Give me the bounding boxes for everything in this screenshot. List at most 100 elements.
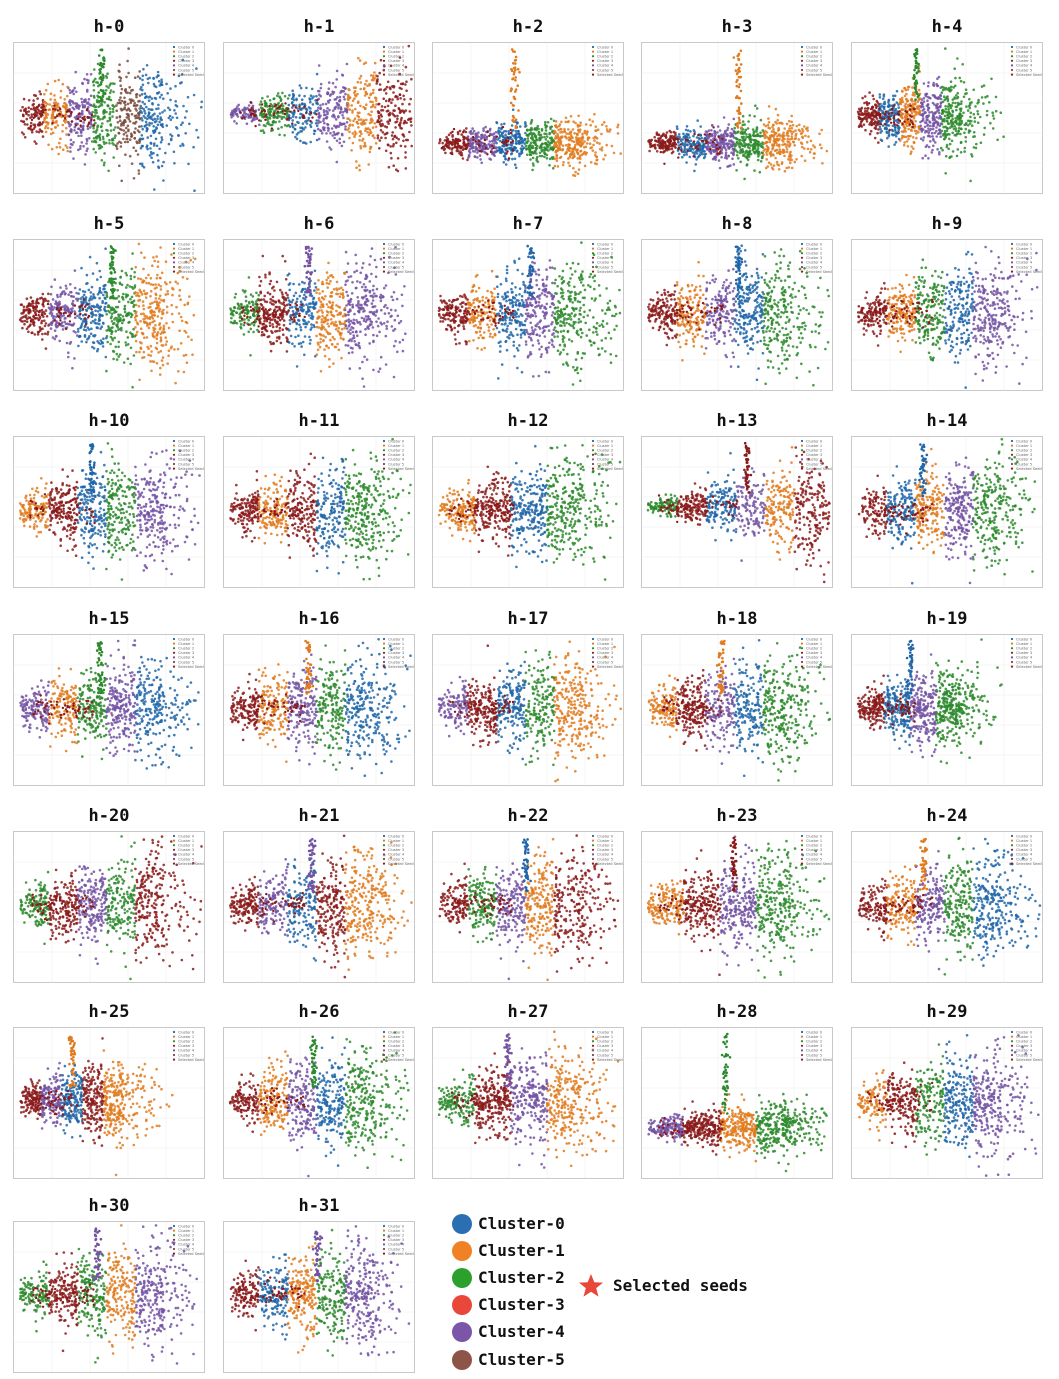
point-cluster-3 <box>863 95 867 98</box>
point-cluster-0 <box>497 126 501 130</box>
seed-point <box>888 128 891 132</box>
point-cluster-0 <box>897 103 900 106</box>
point-cluster-2 <box>106 119 109 123</box>
point-cluster-4 <box>732 147 735 151</box>
point-cluster-1 <box>553 157 557 161</box>
point-cluster-4 <box>69 150 72 153</box>
point-cluster-3 <box>872 118 875 121</box>
seed-point <box>903 120 906 124</box>
point-cluster-3 <box>381 124 384 127</box>
point-cluster-1 <box>346 128 349 132</box>
point-cluster-4 <box>709 141 713 145</box>
point-cluster-0 <box>141 164 144 168</box>
point-cluster-4 <box>935 116 938 119</box>
point-cluster-2 <box>742 144 746 148</box>
point-cluster-1 <box>825 149 829 153</box>
point-cluster-4 <box>492 144 496 148</box>
point-cluster-4 <box>927 106 930 109</box>
point-cluster-2 <box>972 131 976 134</box>
seed-point <box>241 117 244 120</box>
inner-legend-marker <box>800 59 804 62</box>
point-cluster-5 <box>126 59 129 63</box>
point-cluster-1 <box>579 145 583 148</box>
seed-point <box>893 114 896 118</box>
point-cluster-2 <box>951 98 955 101</box>
inner-legend-marker <box>172 59 176 62</box>
point-cluster-2 <box>540 127 544 131</box>
point-cluster-3 <box>875 117 879 120</box>
point-cluster-1 <box>59 96 62 99</box>
point-cluster-3 <box>405 80 408 83</box>
point-cluster-4 <box>328 146 331 149</box>
point-cluster-2 <box>96 124 100 127</box>
point-cluster-1 <box>574 170 577 174</box>
point-cluster-2 <box>91 80 95 84</box>
point-cluster-1 <box>605 143 608 147</box>
point-cluster-1 <box>359 87 362 91</box>
point-cluster-2 <box>962 111 965 115</box>
point-cluster-1 <box>788 144 792 147</box>
point-cluster-0 <box>158 120 161 124</box>
point-cluster-2 <box>101 135 105 139</box>
point-cluster-1 <box>51 131 55 135</box>
seed-point <box>697 134 700 137</box>
inner-legend-marker <box>172 73 176 76</box>
point-cluster-2 <box>758 170 762 174</box>
point-cluster-0 <box>702 156 706 160</box>
point-cluster-4 <box>721 146 725 149</box>
point-cluster-0 <box>523 142 526 145</box>
point-cluster-3 <box>410 144 413 148</box>
point-cluster-0 <box>157 103 160 107</box>
point-cluster-1 <box>776 113 780 117</box>
point-cluster-2 <box>968 119 971 123</box>
point-cluster-2 <box>527 139 530 143</box>
point-cluster-1 <box>589 123 592 127</box>
seed-point <box>42 111 45 114</box>
point-cluster-1 <box>366 130 369 134</box>
point-cluster-2 <box>283 134 286 137</box>
point-cluster-1 <box>779 150 782 154</box>
point-cluster-2 <box>538 154 542 158</box>
point-cluster-2 <box>973 120 977 123</box>
point-cluster-1 <box>775 144 779 147</box>
point-cluster-2 <box>748 149 752 153</box>
point-cluster-1 <box>594 125 598 128</box>
seed-point <box>696 148 700 151</box>
point-cluster-4 <box>326 92 329 96</box>
point-cluster-4 <box>333 136 336 140</box>
point-cluster-4 <box>335 69 339 73</box>
point-cluster-0 <box>158 84 162 87</box>
point-cluster-2 <box>759 118 763 122</box>
point-cluster-1 <box>359 130 362 133</box>
point-cluster-4 <box>927 127 930 130</box>
point-cluster-1 <box>774 107 778 111</box>
point-cluster-4 <box>732 152 735 156</box>
point-cluster-4 <box>78 147 82 150</box>
point-cluster-1 <box>64 102 67 105</box>
point-cluster-1 <box>364 145 367 148</box>
point-cluster-0 <box>315 72 319 76</box>
seed-point <box>467 142 470 145</box>
seed-point <box>909 104 912 107</box>
point-cluster-4 <box>69 129 72 133</box>
point-cluster-1 <box>596 128 600 131</box>
point-cluster-4 <box>334 97 338 101</box>
seed-point <box>31 128 34 132</box>
inner-legend-label: Cluster 1 <box>806 50 822 54</box>
point-cluster-2 <box>947 147 950 151</box>
point-cluster-2 <box>963 150 966 153</box>
point-cluster-2 <box>543 132 546 135</box>
point-cluster-1 <box>735 84 739 88</box>
point-cluster-1 <box>561 130 564 134</box>
point-cluster-4 <box>713 135 717 139</box>
point-cluster-0 <box>305 108 309 112</box>
point-cluster-4 <box>90 123 93 126</box>
point-cluster-0 <box>170 134 174 138</box>
point-cluster-4 <box>338 137 342 141</box>
point-cluster-3 <box>399 110 403 113</box>
point-cluster-4 <box>83 104 87 107</box>
point-cluster-1 <box>368 128 372 132</box>
point-cluster-1 <box>366 84 369 88</box>
point-cluster-4 <box>921 109 925 112</box>
